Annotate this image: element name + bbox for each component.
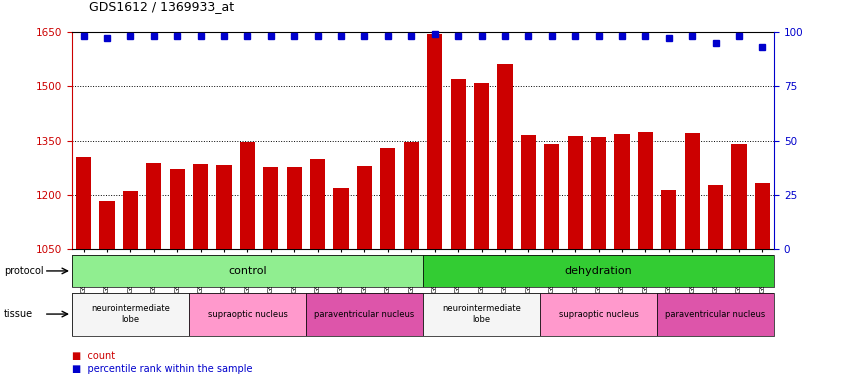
Bar — [540, 292, 657, 336]
Bar — [732, 144, 746, 249]
Text: dehydration: dehydration — [564, 266, 633, 276]
Bar — [189, 292, 306, 336]
Text: paraventricular nucleus: paraventricular nucleus — [315, 310, 415, 319]
Bar — [72, 292, 189, 336]
Bar — [404, 142, 419, 249]
Bar — [240, 142, 255, 249]
Bar — [755, 183, 770, 249]
Text: neurointermediate
lobe: neurointermediate lobe — [91, 304, 170, 324]
Bar — [123, 191, 138, 249]
Bar — [423, 255, 774, 287]
Bar — [684, 134, 700, 249]
Text: neurointermediate
lobe: neurointermediate lobe — [442, 304, 521, 324]
Bar — [381, 148, 395, 249]
Bar — [100, 201, 114, 249]
Text: control: control — [228, 266, 266, 276]
Bar — [568, 136, 583, 249]
Bar — [170, 169, 184, 249]
Text: GDS1612 / 1369933_at: GDS1612 / 1369933_at — [89, 0, 234, 13]
Bar — [193, 164, 208, 249]
Bar — [474, 82, 489, 249]
Bar — [423, 292, 540, 336]
Bar — [708, 185, 723, 249]
Bar — [310, 159, 325, 249]
Bar — [357, 166, 372, 249]
Bar — [287, 167, 302, 249]
Bar — [333, 189, 349, 249]
Bar — [614, 134, 629, 249]
Bar — [306, 292, 423, 336]
Bar — [544, 144, 559, 249]
Text: paraventricular nucleus: paraventricular nucleus — [666, 310, 766, 319]
Bar — [591, 137, 606, 249]
Text: supraoptic nucleus: supraoptic nucleus — [558, 310, 639, 319]
Text: supraoptic nucleus: supraoptic nucleus — [207, 310, 288, 319]
Text: protocol: protocol — [4, 266, 44, 276]
Bar — [662, 190, 676, 249]
Bar — [263, 167, 278, 249]
Bar — [146, 163, 162, 249]
Text: ■  count: ■ count — [72, 351, 115, 361]
Bar — [451, 79, 465, 249]
Bar — [521, 135, 536, 249]
Bar — [217, 165, 232, 249]
Bar — [497, 64, 513, 249]
Text: tissue: tissue — [4, 309, 33, 319]
Bar — [72, 255, 423, 287]
Bar — [76, 157, 91, 249]
Text: ■  percentile rank within the sample: ■ percentile rank within the sample — [72, 364, 252, 374]
Bar — [427, 34, 442, 249]
Bar — [638, 132, 653, 249]
Bar — [657, 292, 774, 336]
